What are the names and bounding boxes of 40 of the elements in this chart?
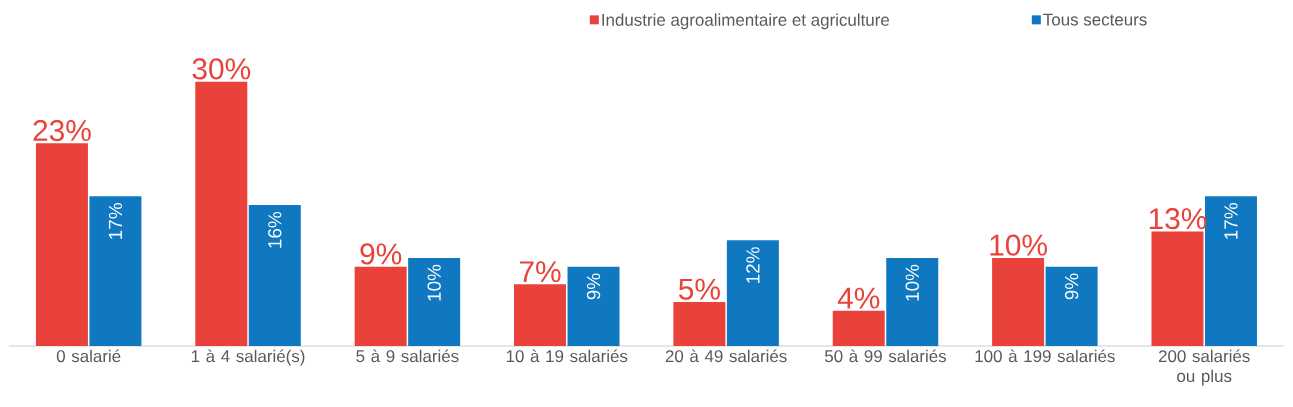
x-tick-label: 100 à 199 salariés (975, 349, 1115, 363)
data-label: 9% (1064, 273, 1079, 300)
bar (567, 266, 620, 346)
data-label: 9% (586, 273, 601, 300)
bar (1151, 231, 1204, 346)
bar (992, 257, 1045, 346)
bar (673, 301, 726, 346)
legend-label: Tous secteurs (1043, 13, 1147, 26)
bar (832, 310, 885, 346)
bar (514, 284, 567, 346)
bar (408, 257, 461, 346)
x-tick-label: 0 salarié (56, 349, 121, 363)
x-tick-label: 10 à 19 salariés (506, 349, 628, 363)
x-tick-label: 50 à 99 salariés (824, 349, 947, 363)
data-label: 4% (837, 287, 880, 309)
legend-label: Industrie agroalimentaire et agriculture (602, 13, 890, 30)
bar (886, 257, 939, 346)
data-label: 10% (905, 264, 919, 301)
data-label: 10% (990, 234, 1047, 256)
bar (89, 196, 142, 346)
bar (354, 266, 407, 346)
bar (195, 81, 248, 346)
x-tick-label: 20 à 49 salariés (665, 349, 787, 363)
data-label: 17% (108, 203, 123, 239)
data-label: 7% (519, 261, 561, 283)
x-tick-label: 5 à 9 salariés (356, 349, 459, 363)
data-label: 16% (268, 211, 282, 248)
data-label: 17% (1224, 203, 1238, 239)
x-tick-label: 200 salariés ou plus (1158, 349, 1250, 386)
bar (248, 205, 301, 346)
x-tick-label: 1 à 4 salarié(s) (191, 349, 305, 366)
data-label: 5% (678, 278, 720, 300)
bar (35, 143, 88, 346)
bar (1045, 266, 1098, 346)
data-label: 10% (427, 264, 441, 301)
data-label: 30% (192, 58, 251, 80)
data-label: 9% (360, 243, 402, 265)
bar (726, 240, 779, 346)
data-label: 23% (33, 119, 91, 142)
data-label: 12% (746, 247, 760, 283)
